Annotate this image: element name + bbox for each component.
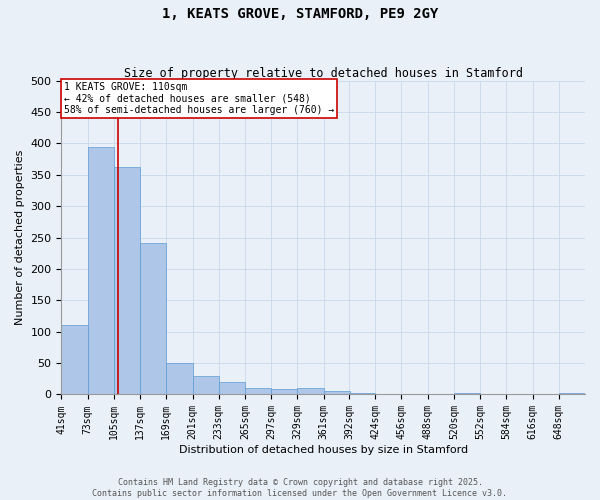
Text: 1, KEATS GROVE, STAMFORD, PE9 2GY: 1, KEATS GROVE, STAMFORD, PE9 2GY: [162, 8, 438, 22]
Y-axis label: Number of detached properties: Number of detached properties: [15, 150, 25, 326]
Text: 1 KEATS GROVE: 110sqm
← 42% of detached houses are smaller (548)
58% of semi-det: 1 KEATS GROVE: 110sqm ← 42% of detached …: [64, 82, 334, 116]
Title: Size of property relative to detached houses in Stamford: Size of property relative to detached ho…: [124, 66, 523, 80]
Bar: [298, 388, 323, 394]
Bar: [114, 168, 140, 394]
Bar: [271, 390, 298, 394]
Bar: [349, 393, 375, 394]
Bar: [166, 363, 193, 394]
Bar: [140, 242, 166, 394]
Bar: [61, 326, 88, 394]
Bar: [559, 393, 585, 394]
Text: Contains HM Land Registry data © Crown copyright and database right 2025.
Contai: Contains HM Land Registry data © Crown c…: [92, 478, 508, 498]
Bar: [454, 393, 480, 394]
Bar: [219, 382, 245, 394]
X-axis label: Distribution of detached houses by size in Stamford: Distribution of detached houses by size …: [179, 445, 468, 455]
Bar: [193, 376, 219, 394]
Bar: [245, 388, 271, 394]
Bar: [323, 392, 350, 394]
Bar: [88, 146, 114, 394]
